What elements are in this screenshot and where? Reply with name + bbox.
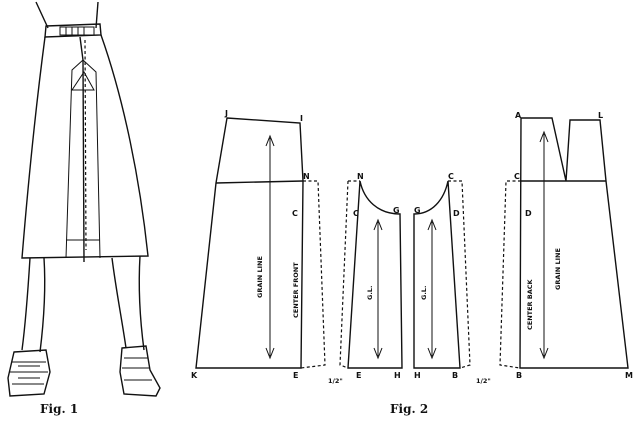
back-piece: A L C D B M CENTER BACK GRAIN LINE	[499, 111, 633, 380]
point-N2: N	[357, 172, 364, 181]
point-C2: C	[353, 209, 359, 218]
fig2-pattern: J I N C K E GRAIN LINE CENTER FRONT N C …	[191, 109, 633, 416]
point-H: H	[394, 371, 401, 380]
point-C3: C	[448, 172, 454, 181]
point-I: I	[300, 114, 303, 123]
left-shoe	[7, 349, 51, 397]
point-B2: B	[516, 371, 522, 380]
point-G: G	[393, 206, 400, 215]
fig1-skirt-figure: Fig. 1	[7, 1, 161, 416]
point-A: A	[515, 111, 522, 120]
point-D: D	[453, 209, 460, 218]
point-C: C	[292, 209, 298, 218]
back-panel-grain: G.L.	[420, 286, 428, 300]
fig2-caption: Fig. 2	[390, 402, 428, 416]
front-piece: J I N C K E GRAIN LINE CENTER FRONT	[191, 109, 326, 380]
front-grain-label: GRAIN LINE	[256, 256, 264, 298]
back-grain-label: GRAIN LINE	[554, 248, 562, 290]
point-M: M	[625, 371, 633, 380]
point-L: L	[598, 111, 603, 120]
center-front-label: CENTER FRONT	[292, 262, 300, 318]
back-panel: G C D H B G.L. 1/2"	[413, 172, 491, 385]
front-panel-grain: G.L.	[366, 286, 374, 300]
point-G2: G	[414, 206, 421, 215]
point-C4: C	[514, 172, 520, 181]
back-allowance: 1/2"	[476, 377, 491, 385]
point-B: B	[452, 371, 458, 380]
point-H2: H	[414, 371, 421, 380]
point-J: J	[224, 109, 228, 118]
belt-buckle	[59, 26, 95, 36]
point-N: N	[303, 172, 310, 181]
fig1-caption: Fig. 1	[40, 402, 78, 416]
front-panel: N C G E H G.L. 1/2"	[328, 172, 403, 385]
point-D2: D	[525, 209, 532, 218]
right-shoe	[119, 345, 161, 397]
point-E: E	[293, 371, 298, 380]
center-back-label: CENTER BACK	[526, 278, 534, 330]
point-K: K	[191, 371, 198, 380]
point-E2: E	[356, 371, 361, 380]
front-allowance: 1/2"	[328, 377, 343, 385]
